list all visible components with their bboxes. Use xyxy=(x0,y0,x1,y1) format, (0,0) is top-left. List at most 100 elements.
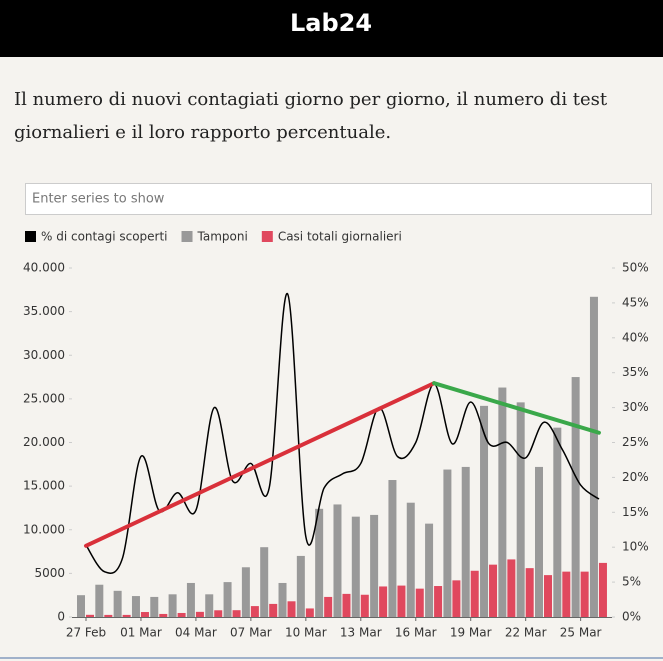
bar xyxy=(77,595,85,617)
x-tick-label: 16 Mar xyxy=(395,626,437,640)
y2-tick-label: 5% xyxy=(622,575,641,589)
x-tick-label: 25 Mar xyxy=(560,626,602,640)
search-input[interactable] xyxy=(25,183,652,215)
bar xyxy=(95,584,104,617)
bar xyxy=(131,596,140,617)
bar xyxy=(507,559,516,617)
bar xyxy=(232,610,241,617)
bar xyxy=(580,571,589,617)
bar xyxy=(241,567,250,617)
bar xyxy=(333,504,342,617)
title-line: Il numero di nuovi contagiati giorno per… xyxy=(14,89,608,110)
bar xyxy=(351,516,360,617)
bar xyxy=(205,594,214,617)
bar xyxy=(535,466,543,617)
bar xyxy=(452,580,461,617)
y-tick-label: 5000 xyxy=(34,566,65,580)
bar xyxy=(122,614,131,617)
y2-tick-label: 45% xyxy=(622,295,649,309)
y-tick-label: 25.000 xyxy=(23,391,65,405)
y2-tick-label: 30% xyxy=(622,400,649,414)
y-tick-label: 20.000 xyxy=(23,435,65,449)
x-tick-label: 19 Mar xyxy=(450,626,492,640)
bar xyxy=(214,610,223,617)
bar xyxy=(406,502,415,617)
bar xyxy=(461,466,470,617)
y2-tick-label: 25% xyxy=(622,435,649,449)
bar xyxy=(379,586,388,617)
y2-tick-label: 35% xyxy=(622,365,649,379)
y-tick-label: 10.000 xyxy=(23,522,65,536)
bar xyxy=(443,469,452,617)
legend-swatch xyxy=(261,231,273,242)
x-tick-label: 01 Mar xyxy=(120,626,162,640)
bar xyxy=(104,614,113,617)
y-tick-label: 40.000 xyxy=(23,261,65,275)
bar xyxy=(388,480,397,617)
bar xyxy=(370,514,379,617)
bar xyxy=(342,593,351,617)
search-placeholder: Enter series to show xyxy=(32,192,165,207)
bar xyxy=(140,612,149,617)
y2-tick-label: 10% xyxy=(622,540,649,554)
legend-label[interactable]: Tamponi xyxy=(197,230,248,244)
legend-swatch xyxy=(181,231,193,242)
bar xyxy=(516,402,525,617)
bar xyxy=(177,612,186,617)
y2-tick-label: 20% xyxy=(622,470,649,484)
bar xyxy=(434,586,443,617)
bar xyxy=(480,405,489,617)
x-tick-label: 27 Feb xyxy=(66,626,106,640)
bar xyxy=(195,611,204,617)
trend-line xyxy=(432,381,601,435)
bar xyxy=(415,588,424,617)
bar xyxy=(305,608,314,617)
header-bar xyxy=(0,0,663,57)
bar xyxy=(397,585,406,617)
bar xyxy=(168,594,177,617)
bar xyxy=(324,596,333,617)
bar xyxy=(525,568,534,617)
bar xyxy=(425,523,434,617)
x-tick-label: 04 Mar xyxy=(175,626,217,640)
y2-tick-label: 40% xyxy=(622,330,649,344)
bar xyxy=(489,564,498,617)
legend-label[interactable]: % di contagi scoperti xyxy=(41,230,168,244)
x-tick-label: 22 Mar xyxy=(505,626,547,640)
y-tick-label: 30.000 xyxy=(23,348,65,362)
y-tick-label: 15.000 xyxy=(23,479,65,493)
bar xyxy=(296,555,305,617)
line xyxy=(85,293,600,574)
bar xyxy=(562,571,571,617)
bar xyxy=(589,296,598,617)
logo[interactable]: Lab24 xyxy=(290,9,372,37)
title-line: giornalieri e il loro rapporto percentua… xyxy=(14,122,391,143)
x-tick-label: 07 Mar xyxy=(230,626,272,640)
y2-tick-label: 15% xyxy=(622,505,649,519)
bar xyxy=(269,603,278,617)
bar xyxy=(159,613,168,617)
x-tick-label: 13 Mar xyxy=(340,626,382,640)
bar xyxy=(571,377,580,617)
bar xyxy=(498,387,507,617)
bar xyxy=(186,582,195,617)
x-tick-label: 10 Mar xyxy=(285,626,327,640)
bar xyxy=(553,427,562,617)
bar xyxy=(287,601,296,617)
bar xyxy=(113,590,122,617)
bar xyxy=(250,606,259,617)
legend-label[interactable]: Casi totali giornalieri xyxy=(278,230,402,244)
bar xyxy=(544,575,552,617)
y-tick-label: 35.000 xyxy=(23,304,65,318)
y2-tick-label: 0% xyxy=(622,610,641,624)
bar xyxy=(315,508,324,617)
y-tick-label: 0 xyxy=(57,610,65,624)
bar xyxy=(470,570,479,617)
bar xyxy=(278,582,287,617)
bar xyxy=(86,614,94,617)
trend-line xyxy=(84,381,437,548)
bar xyxy=(360,594,369,617)
legend-swatch xyxy=(25,231,36,242)
